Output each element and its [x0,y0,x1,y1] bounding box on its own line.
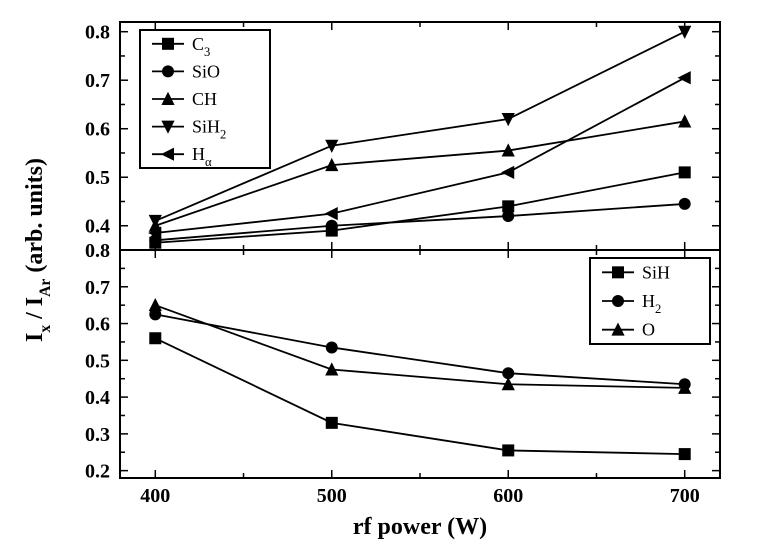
y-tick-label: 0.8 [85,240,110,262]
y-tick-label: 0.4 [85,216,110,238]
x-tick-label: 500 [317,485,347,507]
y-tick-label: 0.6 [85,314,110,336]
y-tick-label: 0.6 [85,119,110,141]
x-tick-label: 700 [670,485,700,507]
legend-label: CH [192,89,217,109]
x-axis-title: rf power (W) [353,514,487,540]
legend-label: SiO [192,61,220,81]
x-tick-label: 600 [493,485,523,507]
y-tick-label: 0.2 [85,461,110,483]
y-tick-label: 0.7 [85,277,110,299]
x-tick-label: 400 [140,485,170,507]
y-tick-label: 0.8 [85,22,110,44]
legend-label: SiH [642,262,670,282]
y-tick-label: 0.3 [85,424,110,446]
y-tick-label: 0.5 [85,167,110,189]
y-tick-label: 0.7 [85,70,110,92]
legend-label: O [642,320,655,340]
y-tick-label: 0.5 [85,350,110,372]
chart-container: 400 500 600 700 0.4 0.5 0.6 0.7 0.8 0.2 0.3 0.4 0.5 0… [0,0,758,552]
y-tick-label: 0.4 [85,387,110,409]
chart-svg: 400 500 600 700 0.4 0.5 0.6 0.7 0.8 0.2 0.3 0.4 0.5 0… [0,0,758,552]
